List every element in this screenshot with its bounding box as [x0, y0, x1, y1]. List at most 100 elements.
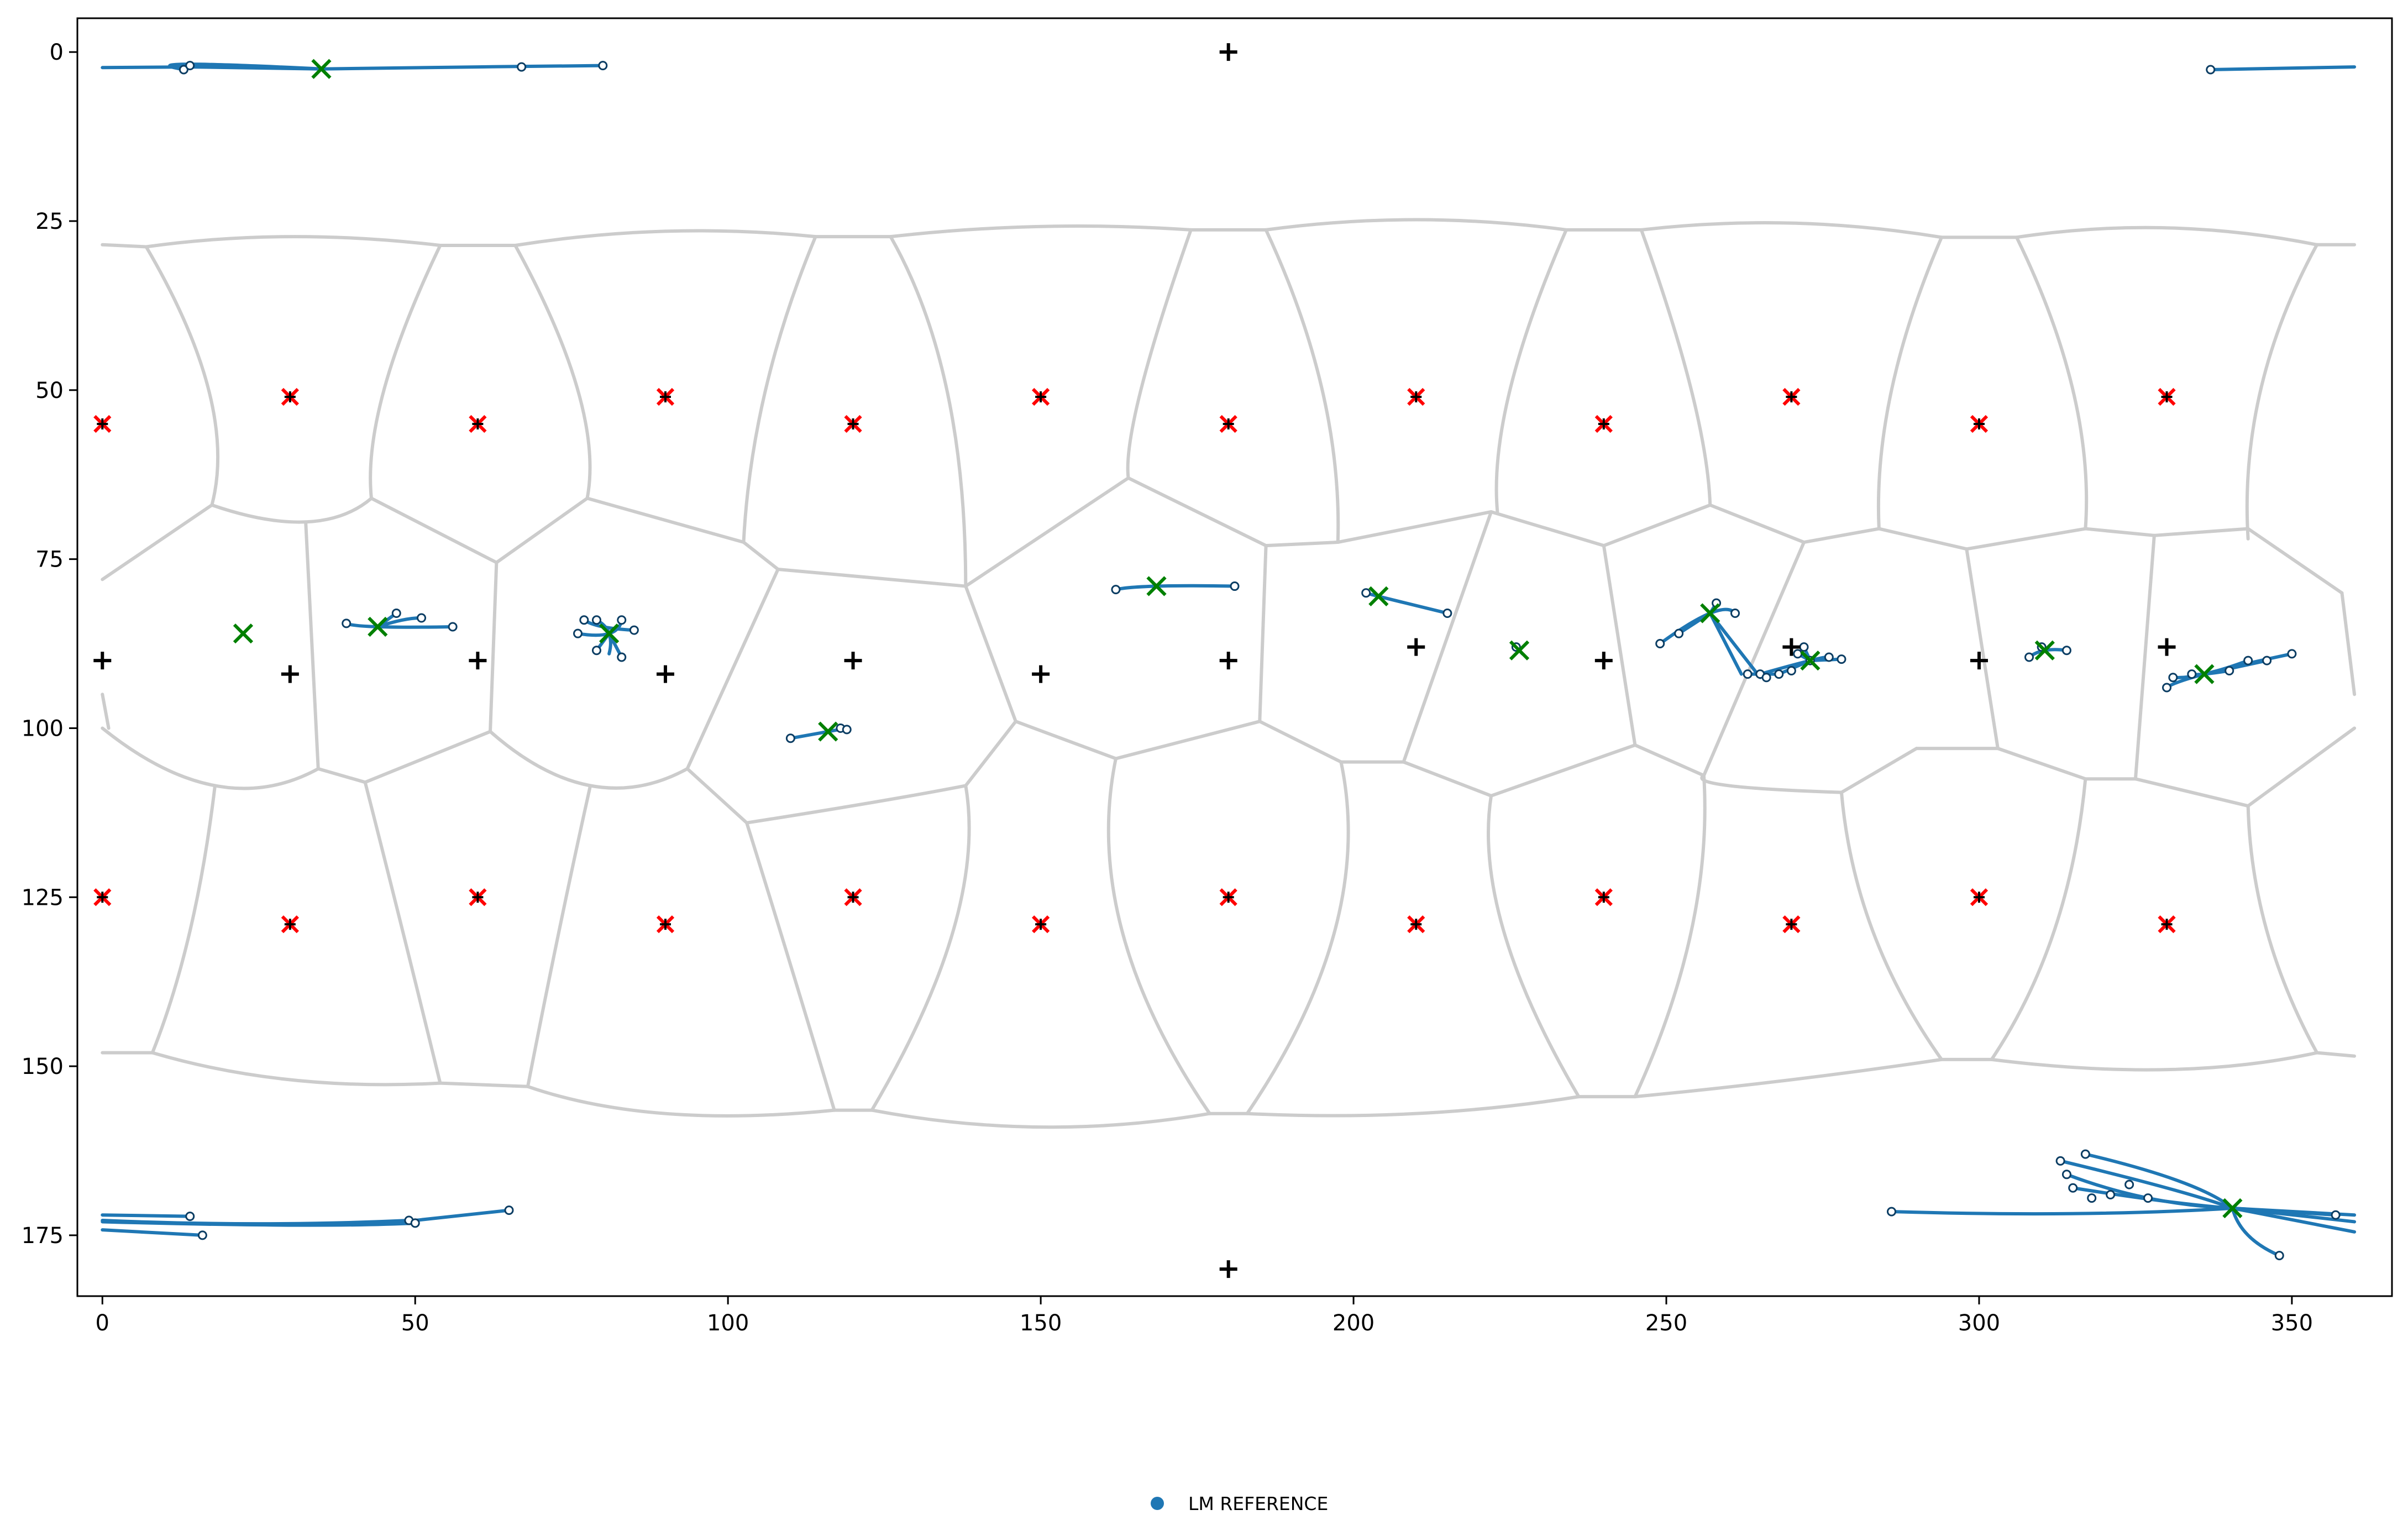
track-marker	[1774, 669, 1784, 679]
boundary-line	[1876, 235, 1944, 531]
boundary-line	[1489, 743, 1637, 798]
track-marker	[2106, 1190, 2116, 1200]
track-marker	[2061, 1170, 2071, 1179]
boundary-line	[101, 503, 214, 581]
boundary-line	[742, 235, 817, 544]
cross-marker	[1594, 652, 1613, 670]
boundary-line	[870, 1108, 1211, 1129]
reference-point-cross	[2161, 919, 2173, 930]
centroid-marker	[1700, 603, 1720, 623]
centroid-markers	[233, 59, 2243, 1219]
track-line	[2202, 659, 2269, 676]
boundary-line	[2084, 527, 2156, 537]
centroid-marker	[2034, 640, 2055, 660]
centroid-marker	[1509, 640, 1530, 660]
cross-markers	[93, 43, 2176, 1278]
track-marker	[1730, 608, 1740, 618]
boundary-line	[2246, 527, 2344, 595]
cross-marker	[1407, 638, 1425, 656]
track-marker	[1761, 673, 1771, 683]
track-marker	[598, 61, 608, 71]
track-marker	[2024, 652, 2034, 662]
reference-point-cross	[1410, 391, 1422, 403]
reference-point-cross	[1598, 418, 1609, 429]
boundary-line	[363, 780, 442, 1085]
boundary-line	[1402, 510, 1493, 764]
track-line	[2231, 1206, 2357, 1224]
track-marker	[842, 725, 852, 735]
track-marker	[2124, 1179, 2134, 1189]
track-line	[2059, 1159, 2234, 1210]
reference-point-cross	[1410, 919, 1422, 930]
boundary-line	[144, 235, 442, 249]
boundary-line	[101, 693, 111, 730]
boundary-line	[870, 784, 971, 1112]
track-marker	[2187, 669, 2197, 679]
boundary-line	[369, 244, 442, 500]
track-marker	[179, 65, 188, 75]
y-tick-label: 175	[22, 1223, 64, 1249]
track-marker	[1799, 642, 1809, 652]
y-tick-label: 0	[50, 40, 64, 65]
boundary-line	[526, 784, 592, 1088]
boundary-line	[1839, 790, 1944, 1061]
track-marker	[417, 613, 427, 623]
reference-point-cross	[1223, 418, 1234, 429]
track-marker	[1674, 628, 1684, 638]
track-line	[101, 1213, 192, 1218]
boundary-line	[150, 1051, 442, 1087]
boundary-line	[2152, 527, 2250, 537]
reference-point-cross	[659, 391, 671, 403]
centroid-marker	[2194, 664, 2215, 684]
track-marker	[504, 1205, 514, 1215]
track-marker	[2143, 1193, 2153, 1203]
boundary-line	[1965, 547, 2000, 751]
track-marker	[1886, 1207, 1896, 1217]
plot-frame	[76, 17, 2393, 1297]
track-line	[101, 1228, 204, 1237]
cross-marker	[656, 665, 674, 683]
boundary-line	[150, 784, 217, 1055]
reference-point-cross	[472, 892, 484, 903]
track-marker	[2262, 656, 2272, 665]
track-marker	[410, 1218, 420, 1228]
centroid-marker	[1368, 586, 1389, 607]
track-marker	[2287, 649, 2297, 659]
boundary-line	[1990, 1051, 2319, 1072]
boundary-line	[2133, 777, 2250, 808]
boundary-line	[1996, 747, 2087, 781]
boundary-line	[513, 244, 592, 500]
centroid-marker	[311, 59, 332, 79]
track-marker	[185, 61, 195, 71]
boundary-line	[513, 229, 817, 248]
boundary-line	[438, 1081, 529, 1088]
boundary-line	[1839, 747, 1918, 794]
centroid-marker	[368, 616, 388, 637]
track-marker	[517, 62, 527, 72]
boundary-line	[1264, 218, 1568, 232]
track-marker	[391, 608, 401, 618]
boundary-line	[101, 243, 148, 249]
boundary-line	[685, 767, 749, 825]
x-tick-label: 50	[401, 1310, 429, 1336]
boundary-line	[369, 496, 499, 564]
centroid-marker	[1800, 650, 1821, 671]
boundary-line	[2014, 226, 2319, 247]
cross-marker	[1219, 652, 1237, 670]
boundary-line	[1700, 774, 1843, 794]
boundary-line	[316, 767, 367, 784]
track-line	[2208, 65, 2357, 71]
track-marker	[185, 1212, 195, 1222]
y-tick-label: 125	[22, 885, 64, 910]
cross-marker	[281, 665, 299, 683]
boundary-line	[1336, 510, 1493, 544]
track-marker	[1442, 608, 1452, 618]
track-line	[2084, 1152, 2234, 1210]
track-marker	[2068, 1183, 2078, 1193]
track-marker	[617, 615, 627, 625]
boundary-line	[1633, 774, 1707, 1099]
boundary-line	[489, 560, 499, 733]
boundary-line	[495, 496, 589, 564]
track-marker	[2055, 1156, 2065, 1166]
boundary-line	[1802, 527, 1881, 544]
